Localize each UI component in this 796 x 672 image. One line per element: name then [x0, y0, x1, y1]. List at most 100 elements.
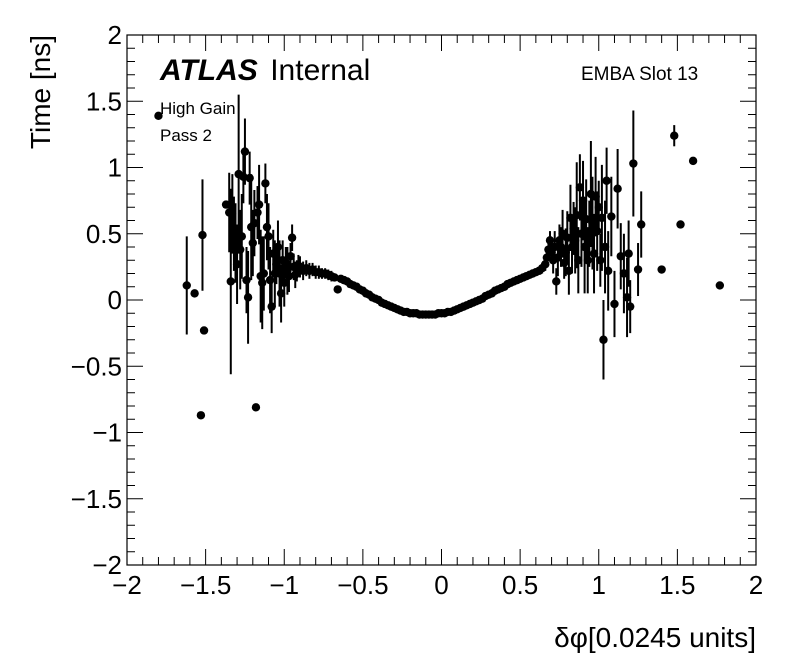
marker: [251, 403, 261, 412]
x-tick-label: −1.5: [180, 570, 231, 600]
data-point: [657, 265, 666, 274]
marker: [602, 176, 611, 185]
y-tick-labels: −2 −1.5 −1 −0.5 0 0.5 1 1.5 2: [71, 20, 122, 580]
data-point: [196, 411, 206, 420]
x-tick-label: 0.5: [502, 570, 538, 600]
data-point: [575, 154, 585, 221]
marker: [261, 179, 270, 188]
data-point: [633, 243, 643, 297]
marker: [594, 203, 603, 212]
data-point: [607, 176, 616, 257]
marker: [254, 200, 264, 209]
marker: [583, 256, 592, 265]
y-tick-label: 1.5: [86, 86, 122, 116]
marker: [182, 281, 191, 290]
data-point: [251, 403, 261, 412]
marker: [670, 131, 679, 140]
y-tick-label: 1: [108, 153, 122, 183]
data-point: [261, 163, 270, 204]
marker: [199, 326, 209, 335]
marker: [581, 214, 591, 224]
marker: [243, 293, 253, 302]
marker: [287, 233, 297, 242]
y-tick-label: 2: [108, 20, 122, 50]
data-point: [276, 264, 286, 323]
marker: [657, 265, 666, 274]
marker: [597, 213, 607, 223]
marker: [253, 208, 262, 217]
data-point: [637, 191, 646, 258]
marker: [603, 266, 613, 276]
data-point: [154, 111, 163, 121]
data-points: [154, 94, 725, 420]
marker: [198, 230, 207, 240]
marker: [599, 335, 608, 344]
x-tick-labels: −2 −1.5 −1 −0.5 0 0.5 1 1.5 2: [112, 570, 763, 600]
data-point: [624, 220, 633, 287]
marker: [240, 147, 250, 156]
marker: [154, 111, 163, 121]
marker: [550, 242, 559, 252]
marker: [610, 299, 619, 309]
marker: [637, 220, 646, 229]
x-tick-label: −1: [269, 570, 299, 600]
atlas-label: ATLAS Internal: [159, 54, 370, 87]
x-tick-label: −0.5: [337, 570, 388, 600]
data-point: [280, 258, 289, 307]
data-point: [237, 194, 246, 279]
marker: [232, 260, 242, 269]
x-tick-label: −2: [112, 570, 142, 600]
marker: [250, 218, 259, 228]
data-point: [600, 200, 610, 294]
data-point: [616, 223, 625, 290]
data-point: [626, 280, 635, 334]
slot-label: EMBA Slot 13: [581, 64, 698, 85]
data-point: [284, 260, 294, 293]
data-point: [715, 281, 725, 290]
x-tick-label: 1: [592, 570, 606, 600]
marker: [236, 245, 245, 254]
data-point: [182, 236, 191, 335]
data-point: [597, 164, 607, 271]
marker: [280, 278, 289, 287]
data-point: [221, 200, 231, 209]
data-point: [602, 147, 611, 214]
data-point: [264, 203, 273, 270]
marker: [333, 285, 342, 294]
x-tick-label: 2: [749, 570, 763, 600]
y-tick-label: 0.5: [86, 219, 122, 249]
marker: [226, 277, 235, 286]
marker: [258, 278, 267, 287]
marker: [563, 233, 572, 242]
data-point: [564, 247, 574, 295]
data-point: [566, 184, 575, 251]
gain-label: High Gain: [160, 99, 236, 118]
data-point: [599, 300, 608, 380]
marker: [262, 222, 272, 232]
atlas-internal-text: Internal: [270, 54, 370, 87]
data-point: [254, 164, 264, 245]
marker: [575, 183, 585, 192]
marker: [629, 159, 638, 168]
y-tick-label: −0.5: [71, 351, 122, 381]
data-point: [589, 213, 599, 294]
data-point: [267, 280, 276, 334]
marker: [613, 184, 622, 193]
marker: [273, 242, 283, 252]
marker: [572, 211, 581, 220]
marker: [245, 173, 254, 183]
marker: [596, 256, 605, 265]
data-point: [259, 236, 269, 311]
data-point: [226, 188, 235, 375]
data-point: [572, 162, 581, 269]
marker: [286, 252, 295, 261]
marker: [626, 302, 635, 311]
plot-frame: [126, 34, 757, 566]
marker: [330, 273, 339, 282]
marker: [221, 200, 231, 209]
marker: [589, 249, 599, 258]
marker: [574, 256, 583, 265]
data-point: [581, 179, 591, 259]
